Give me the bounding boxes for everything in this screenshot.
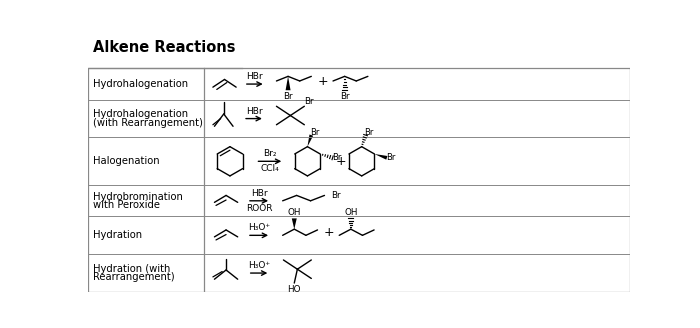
Text: Br: Br: [364, 128, 373, 136]
Text: Hydration: Hydration: [93, 230, 142, 240]
Text: +: +: [318, 75, 328, 88]
Polygon shape: [374, 154, 387, 160]
Text: HBr: HBr: [246, 107, 262, 115]
Text: HBr: HBr: [246, 72, 263, 81]
Text: Br: Br: [304, 97, 314, 106]
Text: Hydrohalogenation: Hydrohalogenation: [93, 109, 188, 119]
Text: Br₂: Br₂: [263, 149, 276, 158]
Text: Br: Br: [332, 153, 341, 162]
Text: H₃O⁺: H₃O⁺: [248, 261, 270, 270]
Text: ROOR: ROOR: [246, 204, 272, 213]
Text: Br: Br: [386, 153, 396, 162]
Text: CCl₄: CCl₄: [260, 164, 279, 174]
Text: HO: HO: [288, 285, 301, 295]
Text: +: +: [324, 226, 335, 239]
Text: Br: Br: [340, 92, 349, 101]
Text: Halogenation: Halogenation: [93, 156, 160, 166]
Text: Br: Br: [284, 92, 293, 101]
Text: Br: Br: [330, 191, 340, 200]
Text: Hydrohalogenation: Hydrohalogenation: [93, 79, 188, 89]
Text: OH: OH: [344, 208, 358, 217]
Text: Hydrobromination: Hydrobromination: [93, 192, 183, 202]
Text: (with Rearrangement): (with Rearrangement): [93, 118, 203, 128]
Text: Hydration (with: Hydration (with: [93, 264, 170, 274]
Text: Rearrangement): Rearrangement): [93, 272, 174, 282]
Text: Br: Br: [309, 128, 319, 136]
Text: Alkene Reactions: Alkene Reactions: [93, 40, 235, 55]
Text: +: +: [335, 155, 346, 168]
Text: with Peroxide: with Peroxide: [93, 200, 160, 210]
Text: H₃O⁺: H₃O⁺: [248, 223, 270, 232]
Polygon shape: [307, 134, 313, 147]
Polygon shape: [292, 218, 297, 229]
Text: OH: OH: [288, 208, 301, 217]
Text: HBr: HBr: [251, 189, 267, 198]
Polygon shape: [286, 76, 290, 90]
